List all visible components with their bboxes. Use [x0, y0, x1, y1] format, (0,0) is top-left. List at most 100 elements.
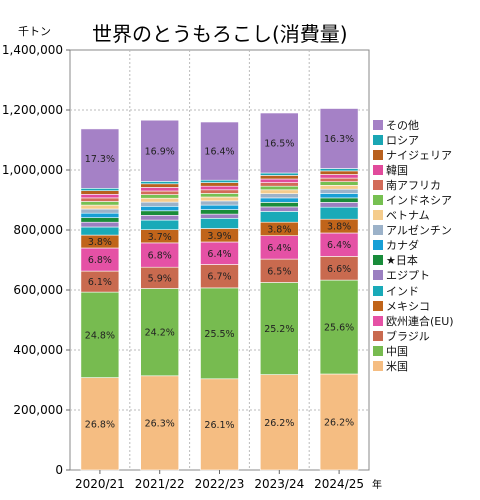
legend-label: ★日本: [386, 254, 418, 268]
legend-item: ナイジェリア: [373, 147, 454, 162]
data-label: 26.8%: [85, 419, 115, 430]
legend-item: 韓国: [373, 162, 454, 177]
data-label: 25.2%: [264, 324, 294, 335]
data-label: 16.3%: [324, 134, 354, 145]
bar-segment: [319, 197, 359, 203]
bar-segment: [200, 200, 239, 206]
legend-item: インド: [373, 283, 454, 298]
legend-swatch: [373, 270, 383, 281]
bar-segment: [140, 187, 179, 192]
y-tick-label: 600,000: [13, 283, 63, 297]
legend-swatch: [373, 179, 383, 190]
bar-segment: [140, 215, 179, 221]
bar-segment: [259, 374, 299, 471]
data-label: 6.7%: [207, 272, 231, 283]
bar-segment: [200, 218, 239, 229]
legend-label: ベトナム: [386, 209, 430, 223]
data-label: 26.1%: [204, 420, 234, 431]
legend-item: カナダ: [373, 238, 454, 253]
bar-segment: [319, 206, 359, 220]
bar-segment: [140, 119, 179, 182]
data-label: 3.8%: [88, 237, 112, 248]
data-label: 17.3%: [85, 154, 115, 165]
bar-segment: [259, 175, 299, 180]
bar-segment: [200, 185, 239, 191]
legend-label: カナダ: [386, 239, 419, 253]
chart-title: 世界のとうもろこし(消費量): [92, 22, 348, 46]
legend-item: その他: [373, 117, 454, 132]
data-label: 24.8%: [85, 330, 115, 341]
legend-item: ベトナム: [373, 208, 454, 223]
bar-segment: [319, 170, 359, 175]
bar-segment: [80, 190, 120, 195]
y-tick-label: 1,400,000: [2, 43, 63, 57]
bar-segment: [319, 168, 359, 172]
x-unit-label: 年: [372, 478, 382, 491]
bar-segment: [259, 211, 299, 223]
bar-segment: [200, 378, 239, 471]
legend-swatch: [373, 119, 383, 130]
legend-swatch: [373, 240, 383, 251]
data-label: 5.9%: [148, 273, 172, 284]
data-label: 26.2%: [324, 418, 354, 429]
legend-item: 中国: [373, 343, 454, 358]
bar-segment: [200, 189, 239, 194]
bar-segment: [319, 174, 359, 179]
legend-item: 南アフリカ: [373, 177, 454, 192]
legend-item: ブラジル: [373, 328, 454, 343]
x-tick-label: 2023/24: [254, 477, 304, 491]
bar-segment: [259, 172, 299, 176]
bar-segment: [140, 190, 179, 195]
y-tick-label: 0: [55, 463, 63, 477]
legend-label: インド: [386, 284, 419, 298]
bar-segment: [80, 208, 120, 214]
bar-segment: [259, 178, 299, 183]
legend-label: 南アフリカ: [386, 178, 441, 192]
bar-segment: [140, 288, 179, 377]
legend-swatch: [373, 210, 383, 221]
bar-segment: [80, 194, 120, 199]
legend-label: 韓国: [386, 163, 408, 177]
bar-segment: [200, 287, 239, 380]
legend-swatch: [373, 315, 383, 326]
data-label: 25.5%: [204, 329, 234, 340]
legend-item: アルゼンチン: [373, 223, 454, 238]
bar-segment: [200, 179, 239, 183]
legend-item: ロシア: [373, 132, 454, 147]
legend-swatch: [373, 134, 383, 145]
bar-segment: [80, 201, 120, 206]
bar-segment: [200, 209, 239, 215]
data-label: 6.5%: [267, 266, 291, 277]
bar-segment: [200, 182, 239, 187]
bar-segment: [319, 181, 359, 186]
bar-segment: [140, 201, 179, 207]
bar-segment: [80, 377, 120, 471]
data-label: 3.7%: [148, 232, 172, 243]
x-tick-label: 2021/22: [135, 477, 185, 491]
data-label: 3.8%: [327, 222, 351, 233]
legend-item: メキシコ: [373, 298, 454, 313]
data-label: 16.4%: [204, 147, 234, 158]
legend-swatch: [373, 195, 383, 206]
bar-segment: [140, 181, 179, 185]
legend-item: 米国: [373, 359, 454, 374]
data-label: 16.5%: [264, 139, 294, 150]
legend-label: ロシア: [386, 133, 419, 147]
bar-segment: [140, 206, 179, 212]
legend-label: ブラジル: [386, 329, 430, 343]
legend-label: 中国: [386, 344, 408, 358]
legend-swatch: [373, 225, 383, 236]
bar-segment: [259, 206, 299, 212]
legend-swatch: [373, 285, 383, 296]
data-label: 25.6%: [324, 323, 354, 334]
legend-label: アルゼンチン: [386, 224, 452, 238]
bar-segment: [200, 196, 239, 202]
bar-segment: [259, 189, 299, 195]
data-label: 6.4%: [267, 243, 291, 254]
data-label: 6.1%: [88, 277, 112, 288]
legend-swatch: [373, 345, 383, 356]
bar-segment: [200, 193, 239, 198]
x-tick-label: 2022/23: [195, 477, 245, 491]
y-tick-label: 800,000: [13, 223, 63, 237]
